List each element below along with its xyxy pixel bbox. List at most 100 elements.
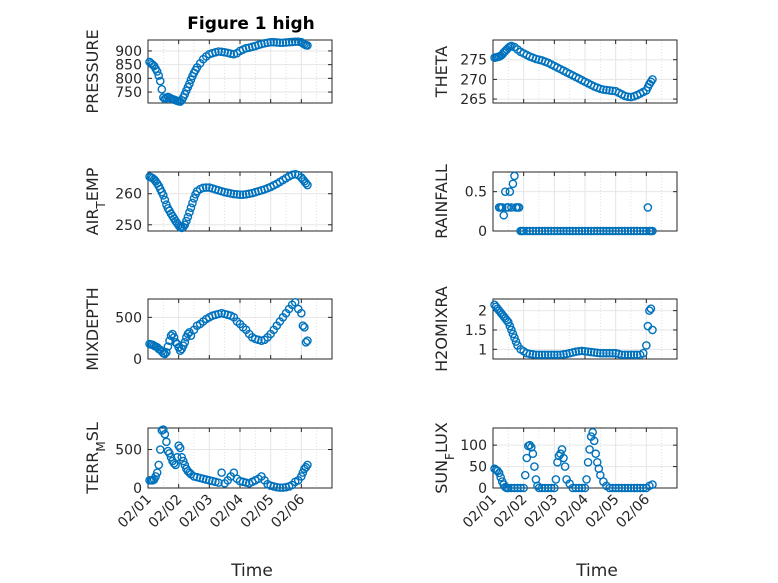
data-point <box>596 348 605 358</box>
data-point <box>278 483 288 492</box>
data-point <box>519 226 528 236</box>
data-point <box>508 329 518 339</box>
y-tick-label: 1 <box>478 342 487 358</box>
data-point <box>623 483 633 493</box>
data-point <box>198 183 208 193</box>
data-point <box>162 348 171 357</box>
data-point <box>297 472 306 481</box>
y-tick-label: 0 <box>478 224 487 240</box>
data-point <box>301 338 311 347</box>
data-point <box>154 460 164 470</box>
data-point <box>217 468 226 477</box>
x-tick-label: 02/01 <box>115 492 155 532</box>
data-point <box>511 337 521 346</box>
data-point <box>559 350 568 359</box>
data-point <box>577 226 587 236</box>
data-point <box>214 478 223 487</box>
grid-lines <box>493 172 677 232</box>
data-point <box>620 483 630 493</box>
data-point <box>605 483 614 493</box>
data-point <box>186 203 196 213</box>
data-point <box>599 85 608 94</box>
data-point <box>540 226 550 236</box>
data-point <box>531 350 541 360</box>
data-point <box>571 483 581 493</box>
data-point <box>574 483 584 493</box>
data-point <box>568 226 578 236</box>
data-point <box>528 350 538 359</box>
data-point <box>534 350 544 360</box>
data-point <box>290 37 300 46</box>
data-point <box>514 203 524 212</box>
data-point <box>303 460 312 470</box>
data-point <box>643 321 653 331</box>
data-point <box>172 452 182 462</box>
data-point <box>626 350 636 360</box>
data-point <box>160 349 170 359</box>
data-point <box>543 350 553 360</box>
data-point <box>577 346 587 356</box>
data-point <box>510 333 519 343</box>
data-point <box>543 483 553 493</box>
data-point <box>543 226 553 236</box>
data-point <box>617 226 627 236</box>
y-tick-label: 275 <box>460 53 487 69</box>
data-point <box>546 483 556 493</box>
data-point <box>611 483 620 493</box>
data-point <box>272 482 282 492</box>
data-point <box>602 85 611 95</box>
data-point <box>629 350 639 360</box>
data-point <box>537 483 547 493</box>
data-point <box>608 348 617 358</box>
y-axis-label: AIRTEMP <box>83 167 108 235</box>
data-point <box>160 195 170 205</box>
x-tick-label: 02/04 <box>552 491 592 531</box>
data-point <box>648 480 657 489</box>
grid-lines <box>493 428 677 489</box>
x-tick-label: 02/05 <box>583 492 623 532</box>
data-point <box>303 180 312 190</box>
y-tick-label: 270 <box>460 72 487 88</box>
y-axis-label: TERRMSL <box>83 422 108 495</box>
data-point <box>152 468 162 477</box>
data-point <box>281 38 291 47</box>
x-tick-label: 02/03 <box>521 492 561 532</box>
data-point <box>155 76 165 86</box>
data-point <box>534 483 544 493</box>
data-point <box>614 226 624 236</box>
data-point <box>592 348 602 358</box>
data-point <box>507 483 516 493</box>
data-point <box>278 38 288 48</box>
x-tick-label: 02/04 <box>207 491 247 531</box>
data-point <box>599 226 608 236</box>
x-axis-label: Time <box>230 561 273 581</box>
data-point <box>516 483 525 493</box>
data-point <box>260 38 269 48</box>
data-point <box>513 483 522 493</box>
data-point <box>556 350 565 360</box>
y-tick-label: 0 <box>478 481 487 497</box>
data-point <box>632 226 642 236</box>
data-point <box>599 348 608 358</box>
data-point <box>562 226 571 236</box>
data-point <box>611 226 620 236</box>
data-point <box>589 348 599 357</box>
series-markers <box>494 171 657 236</box>
data-point <box>591 449 601 459</box>
data-point <box>574 226 584 236</box>
data-point <box>565 226 574 236</box>
x-tick-label: 02/01 <box>460 492 500 532</box>
data-point <box>188 198 197 208</box>
y-axis-label: H2OMIXRA <box>432 286 451 372</box>
data-point <box>303 41 312 50</box>
data-point <box>632 483 642 493</box>
data-point <box>520 470 530 480</box>
data-point <box>629 226 639 236</box>
data-point <box>504 483 513 493</box>
subplot-5: 0 500 MIXDEPTH <box>83 287 333 371</box>
data-point <box>559 453 568 463</box>
data-point <box>583 226 593 236</box>
y-tick-label: 850 <box>115 58 142 74</box>
x-tick-label: 02/02 <box>146 492 186 532</box>
